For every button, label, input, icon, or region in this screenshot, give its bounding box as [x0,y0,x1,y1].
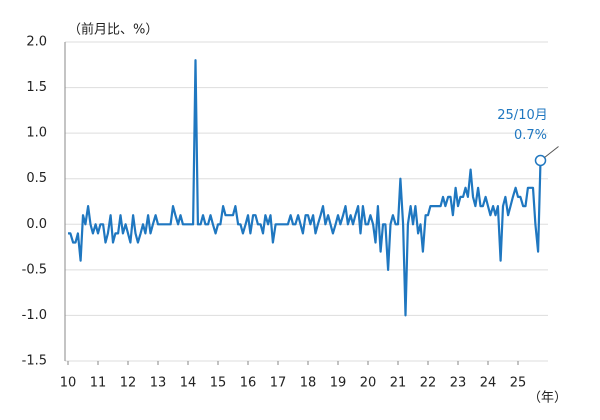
x-tick-label: 20 [360,376,377,391]
x-tick-label: 22 [420,376,437,391]
y-tick-label: -0.5 [22,262,47,277]
y-tick-label: 0.5 [26,171,47,186]
y-tick-label: -1.0 [22,308,47,323]
x-tick-label: 13 [150,376,167,391]
series-line [68,59,542,317]
x-axis-label: （年） [528,391,567,406]
x-tick-label: 23 [450,376,467,391]
x-tick-label: 24 [480,376,497,391]
annotation-leader [544,146,559,158]
x-tick-label: 12 [120,376,137,391]
x-tick-label: 10 [60,376,77,391]
y-axis-label: （前月比、%） [68,22,158,38]
y-tick-label: 1.0 [26,126,47,141]
x-tick-label: 21 [390,376,407,391]
annotation-value: 0.7% [514,128,547,143]
latest-point [534,154,547,167]
x-tick-label: 14 [180,376,197,391]
y-tick-label: -1.5 [22,354,47,369]
annotation-date: 25/10月 [497,108,547,123]
y-tick-label: 1.5 [26,80,47,95]
x-tick-label: 17 [270,376,287,391]
x-tick-label: 16 [240,376,257,391]
x-tick-label: 19 [330,376,347,391]
y-tick-label: 2.0 [26,35,47,50]
x-tick-label: 15 [210,376,227,391]
x-tick-label: 18 [300,376,317,391]
x-tick-label: 25 [510,376,527,391]
y-tick-label: 0.0 [26,217,47,232]
x-tick-label: 11 [90,376,107,391]
